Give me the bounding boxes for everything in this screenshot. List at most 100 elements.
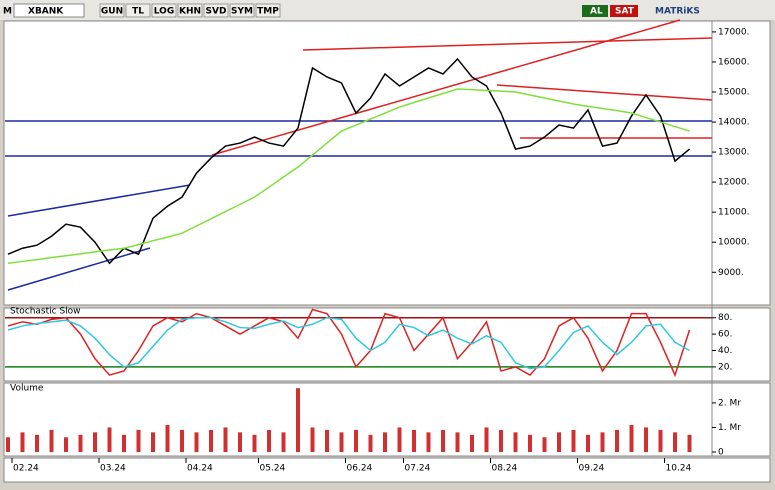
x-tick-label: 10.24 [666,464,692,474]
logo: M [3,7,12,17]
y-tick-label: 2. Mr [718,398,741,408]
y-tick-label: 20. [718,362,732,372]
volume-bar [368,434,373,452]
volume-bar [629,425,634,452]
x-tick-label: 03.24 [100,464,126,474]
x-tick-label: 02.24 [13,464,39,474]
toolbar-button[interactable] [151,3,177,18]
volume-bar [455,432,460,452]
series-line [7,316,690,370]
button-label: SVD [206,7,227,17]
brand: MATRiKS [655,7,700,17]
volume-bar [107,427,112,452]
price-panel [3,20,771,306]
x-tick-label: 09.24 [579,464,605,474]
y-tick-label: 80. [718,313,732,323]
volume-bar [513,432,518,452]
volume-bar [209,429,213,452]
y-tick-label: 15000. [718,88,750,98]
volume-bar [223,427,228,452]
volume-bar [339,432,344,452]
x-tick-label: 06.24 [347,464,373,474]
volume-bar [136,429,141,452]
volume-bar [35,434,39,452]
volume-bar [571,429,576,452]
volume-bar [557,432,561,452]
toolbar-button[interactable] [125,3,151,18]
y-tick-label: 12000. [718,178,750,188]
sell-button[interactable] [610,5,638,17]
volume-bar [586,434,590,452]
y-tick-label: 9000. [718,268,744,278]
volume-bar [644,427,648,452]
y-tick-label: 0 [718,448,724,458]
volume-bar [542,437,547,452]
x-tick-label: 05.24 [260,464,286,474]
volume-bar [528,434,532,452]
volume-bar [687,434,692,452]
buy: AL [590,7,603,17]
volume-bar [180,429,184,452]
volume-bar [20,432,25,452]
y-tick-label: 60. [718,330,732,340]
channel-line [7,184,191,217]
toolbar-button[interactable] [177,3,203,18]
volume-bar [64,437,68,452]
volume-bar [252,434,257,452]
toolbar-button[interactable] [229,3,255,18]
volume-bar [658,429,663,452]
y-tick-label: 10000. [718,238,750,248]
toolbar-button[interactable] [255,3,281,18]
volume-bar [194,432,199,452]
volume-bar [151,432,155,452]
volume-bar [122,434,126,452]
panel-title: Volume [10,384,44,394]
button-label: TMP [257,7,279,17]
toolbar-button[interactable] [99,3,125,18]
button-label: SYM [231,7,253,17]
volume-bar [267,429,271,452]
button-label: LOG [154,7,174,17]
volume-bar [383,432,387,452]
volume-bar [673,432,677,452]
volume-bar [6,437,10,452]
volume-bar [93,432,97,452]
symbol: XBANK [28,7,64,17]
buy-button[interactable] [582,5,608,17]
volume-bar [484,427,489,452]
date-axis [3,457,771,483]
series-line [7,308,691,378]
y-tick-label: 1. Mr [718,423,741,433]
button-label: TL [132,7,144,17]
x-tick-label: 04.24 [187,464,213,474]
trend-line [211,19,681,156]
drawings [5,19,713,291]
y-tick-label: 11000. [718,208,750,218]
button-label: GUN [101,7,123,17]
volume-bar [325,429,329,452]
volume-bar [310,427,315,452]
symbol-box[interactable] [13,3,85,18]
volume-bar [165,425,170,452]
volume-bar [470,434,474,452]
trend-line [302,37,713,51]
sell: SAT [615,7,635,17]
volume-bar [499,429,503,452]
volume-bar [412,429,416,452]
volume-bar [426,432,431,452]
volume-bar [78,434,83,452]
volume-bar [615,429,619,452]
volume-bar [441,429,445,452]
y-tick-label: 13000. [718,148,750,158]
volume-bar [49,429,54,452]
series-line [7,88,690,264]
volume-bar [354,429,358,452]
channel-line [7,247,151,291]
x-tick-label: 07.24 [405,464,431,474]
x-tick-label: 08.24 [492,464,518,474]
volume-bar [296,388,300,452]
y-tick-label: 14000. [718,118,750,128]
toolbar-button[interactable] [203,3,229,18]
stoch-panel [3,307,771,382]
